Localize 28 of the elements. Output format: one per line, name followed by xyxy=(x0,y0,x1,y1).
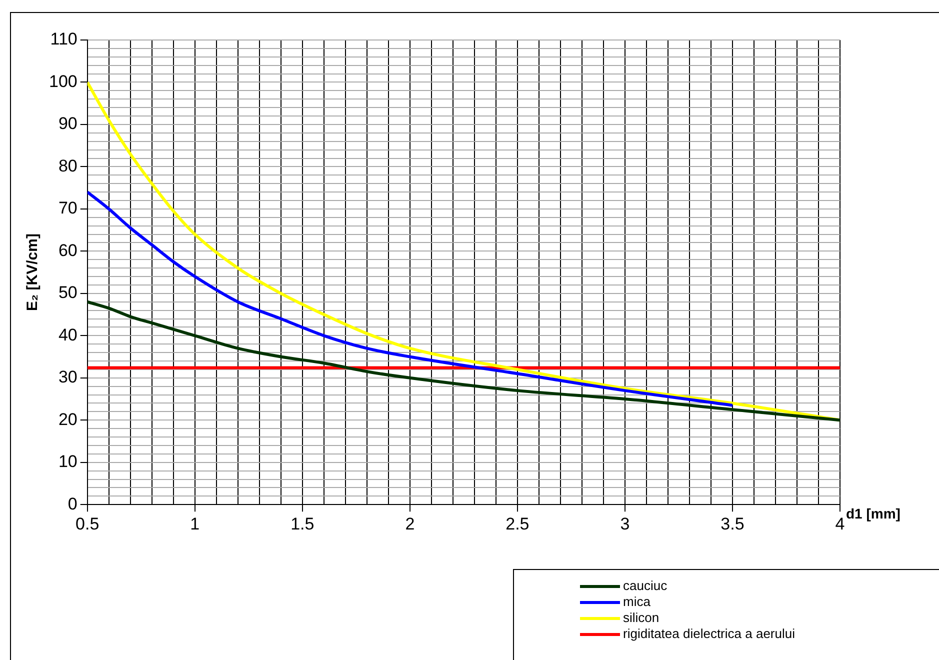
x-tick-label: 3 xyxy=(620,514,630,534)
line-series xyxy=(87,300,840,422)
x-tick-label: 4 xyxy=(835,514,845,534)
x-tick-label: 2.5 xyxy=(506,514,530,534)
y-tick-label: 100 xyxy=(48,72,78,91)
y-tick-label: 110 xyxy=(50,30,78,49)
x-tick-label: 2 xyxy=(405,514,415,534)
y-tick-label: 10 xyxy=(58,452,78,472)
line-series xyxy=(87,190,734,407)
x-tick-label: 0.5 xyxy=(76,514,100,534)
y-tick-label: 50 xyxy=(58,283,78,302)
y-tick-label: 20 xyxy=(58,410,78,429)
y-tick-label: 30 xyxy=(58,368,78,387)
y-axis-title: E₂ [KV/cm] xyxy=(24,234,42,312)
x-tick-label: 1.5 xyxy=(290,514,314,534)
y-tick-label: 70 xyxy=(58,198,78,218)
x-axis-title: d1 [mm] xyxy=(846,505,900,522)
y-tick-label: 0 xyxy=(68,494,78,514)
legend-label: mica xyxy=(623,594,650,610)
y-tick-label: 90 xyxy=(58,114,78,134)
y-tick-label: 60 xyxy=(58,240,78,260)
legend-label: rigiditatea dielectrica a aerului xyxy=(623,626,795,642)
legend-label: silicon xyxy=(623,610,660,626)
x-tick-label: 1 xyxy=(190,514,200,534)
y-tick-label: 80 xyxy=(58,156,78,176)
legend-label: cauciuc xyxy=(623,578,668,594)
y-tick-label: 40 xyxy=(58,325,78,344)
x-tick-label: 3.5 xyxy=(720,514,744,534)
